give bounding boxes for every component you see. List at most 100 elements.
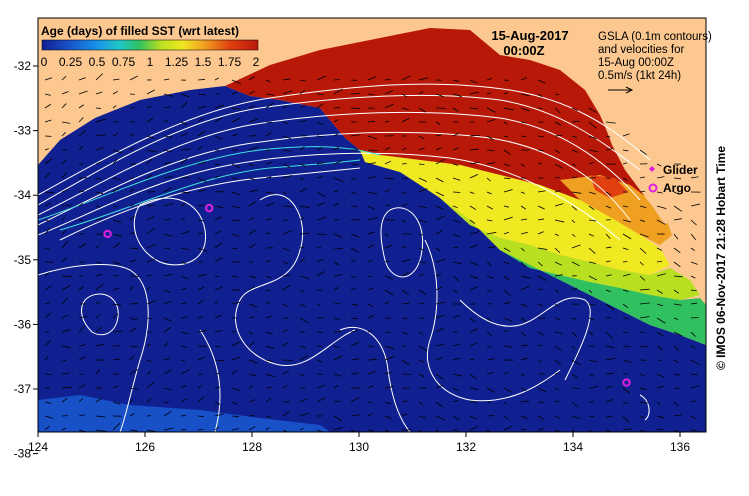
velocity-arrow xyxy=(180,157,188,165)
velocity-arrow xyxy=(61,285,71,291)
colorbar-tick-label: 1.5 xyxy=(195,55,212,69)
velocity-arrow xyxy=(503,329,509,333)
velocity-arrow xyxy=(265,202,276,207)
velocity-arrow xyxy=(690,261,698,265)
velocity-arrow xyxy=(265,218,272,221)
velocity-arrow xyxy=(146,244,156,249)
velocity-arrow xyxy=(146,258,156,263)
velocity-arrow xyxy=(452,387,459,392)
velocity-arrow xyxy=(316,146,323,151)
velocity-arrow xyxy=(214,386,221,389)
velocity-arrow xyxy=(180,101,188,109)
velocity-arrow xyxy=(401,413,408,417)
glider-label: Glider xyxy=(663,163,698,177)
velocity-arrow xyxy=(384,204,390,207)
velocity-arrow xyxy=(333,345,340,349)
velocity-arrow xyxy=(61,188,69,193)
velocity-arrow xyxy=(163,176,173,179)
velocity-arrow xyxy=(588,415,595,418)
velocity-arrow xyxy=(316,397,326,403)
velocity-arrow xyxy=(333,190,339,193)
velocity-arrow xyxy=(673,233,679,240)
velocity-arrow xyxy=(571,373,580,379)
velocity-arrow xyxy=(401,289,410,296)
velocity-arrow xyxy=(333,261,340,266)
velocity-arrow xyxy=(469,174,479,179)
velocity-arrow xyxy=(469,425,479,431)
velocity-arrow xyxy=(61,121,71,124)
velocity-arrow xyxy=(452,415,460,421)
velocity-arrow xyxy=(197,131,206,137)
velocity-arrow xyxy=(112,313,119,319)
velocity-arrow xyxy=(554,415,561,419)
velocity-arrow xyxy=(214,401,221,405)
velocity-arrow xyxy=(333,160,343,165)
velocity-arrow xyxy=(350,396,360,403)
velocity-arrow xyxy=(486,119,496,123)
velocity-arrow xyxy=(163,317,172,322)
velocity-arrow xyxy=(588,359,598,363)
velocity-arrow xyxy=(469,79,478,84)
velocity-arrow xyxy=(503,216,513,221)
velocity-arrow xyxy=(384,233,389,237)
velocity-arrow xyxy=(435,357,443,361)
velocity-arrow xyxy=(690,345,696,349)
colorbar-tick-label: 1.75 xyxy=(218,55,242,69)
velocity-arrow xyxy=(197,396,205,403)
velocity-arrow xyxy=(180,345,188,349)
velocity-arrow xyxy=(282,230,292,235)
velocity-arrow xyxy=(588,205,595,211)
velocity-arrow xyxy=(486,149,495,152)
velocity-arrow xyxy=(316,233,327,235)
velocity-arrow xyxy=(333,426,344,431)
velocity-arrow xyxy=(452,133,459,137)
velocity-arrow xyxy=(316,202,325,207)
velocity-arrow xyxy=(622,273,631,277)
velocity-arrow xyxy=(690,247,696,252)
velocity-arrow xyxy=(78,77,86,81)
velocity-arrow xyxy=(384,244,393,249)
velocity-arrow xyxy=(248,189,259,193)
velocity-arrow xyxy=(622,219,631,223)
velocity-arrow xyxy=(639,316,650,319)
velocity-arrow xyxy=(673,218,682,221)
velocity-arrow xyxy=(265,373,276,378)
velocity-arrow xyxy=(95,73,103,81)
velocity-arrow xyxy=(44,191,55,194)
velocity-arrow xyxy=(367,330,372,333)
velocity-arrow xyxy=(503,371,509,375)
velocity-arrow xyxy=(299,146,305,151)
velocity-arrow xyxy=(112,401,121,405)
velocity-arrow xyxy=(571,429,576,432)
velocity-arrow xyxy=(435,286,443,291)
velocity-arrow xyxy=(384,386,394,389)
velocity-arrow xyxy=(197,93,206,96)
velocity-arrow xyxy=(588,331,594,336)
velocity-arrow xyxy=(367,359,377,361)
velocity-arrow xyxy=(639,205,647,209)
velocity-arrow xyxy=(367,401,373,404)
velocity-arrow xyxy=(639,247,647,254)
velocity-arrow xyxy=(265,102,274,109)
velocity-arrow xyxy=(282,342,288,347)
velocity-arrow xyxy=(452,163,459,166)
velocity-arrow xyxy=(163,369,172,375)
velocity-arrow xyxy=(418,373,425,378)
velocity-arrow xyxy=(469,328,479,333)
velocity-arrow xyxy=(367,287,374,291)
velocity-arrow xyxy=(180,132,188,137)
velocity-arrow xyxy=(265,345,275,349)
velocity-arrow xyxy=(367,259,373,263)
velocity-arrow xyxy=(401,93,408,98)
y-tick-label: -34 xyxy=(14,188,32,202)
velocity-arrow xyxy=(282,247,290,252)
velocity-arrow xyxy=(418,401,424,406)
x-tick-label: 128 xyxy=(242,440,262,454)
velocity-arrow xyxy=(571,163,576,166)
velocity-arrow xyxy=(520,247,525,252)
velocity-arrow xyxy=(163,326,171,333)
velocity-arrow xyxy=(656,260,663,263)
velocity-arrow xyxy=(316,103,324,109)
velocity-arrow xyxy=(418,261,427,264)
